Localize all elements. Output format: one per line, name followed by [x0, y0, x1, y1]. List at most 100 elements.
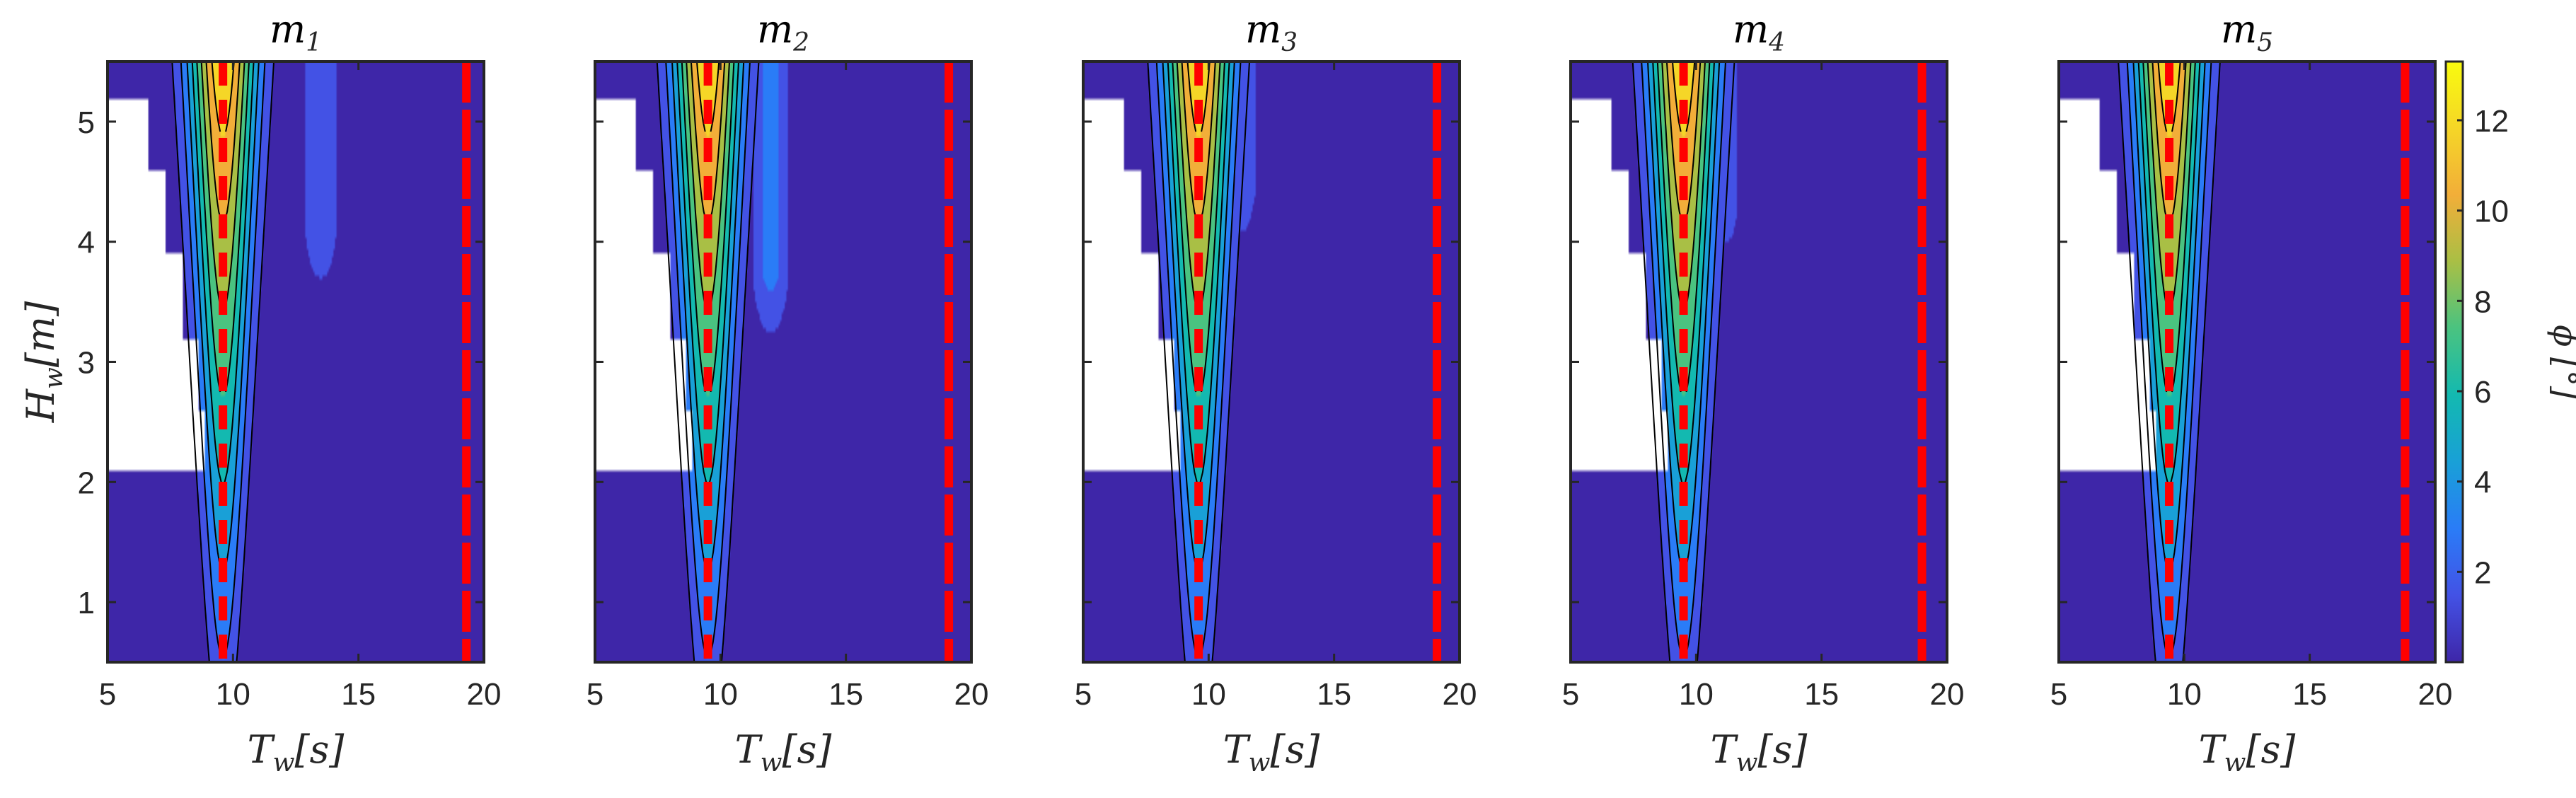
x-tick-label: 15 — [1317, 677, 1351, 712]
contour-lines — [171, 62, 275, 662]
contour-fill — [2059, 62, 2435, 662]
panel-1: 5 10 15 20 1 2 3 4 5 m1 Tw[s] Hw[m] — [18, 7, 501, 777]
x-tick-label: 20 — [954, 677, 989, 712]
x-axis-label: Tw[s] — [1223, 727, 1321, 777]
contour-fill — [1083, 62, 1460, 662]
x-axis-label: Tw[s] — [2199, 727, 2297, 777]
panel-title-subscript: 4 — [1768, 28, 1785, 57]
contour-line-5 — [1656, 62, 1711, 393]
y-axis-label-unit: [m] — [18, 301, 63, 367]
x-axis-label: Tw[s] — [1711, 727, 1808, 777]
x-axis-label-unit: [s] — [295, 727, 345, 772]
x-tick-label: 15 — [828, 677, 863, 712]
y-tick-label: 3 — [78, 346, 95, 381]
x-tick-label: 10 — [703, 677, 738, 712]
contour-line-8 — [1186, 62, 1211, 132]
contour-line-4 — [191, 62, 255, 482]
x-tick-label: 10 — [1191, 677, 1226, 712]
contour-line-8 — [695, 62, 720, 132]
contour-line-5 — [681, 62, 735, 393]
colorbar-tick-label: 4 — [2474, 466, 2491, 500]
x-axis-label-subscript: w — [1249, 748, 1271, 777]
contour-line-8 — [1671, 62, 1696, 132]
contour-lines — [2118, 62, 2221, 662]
y-tick-label: 4 — [78, 226, 95, 260]
contour-line-7 — [2152, 62, 2187, 222]
contour-fill — [595, 62, 971, 662]
panel-title-subscript: 5 — [2257, 28, 2273, 57]
x-axis-label-subscript: w — [2224, 748, 2246, 777]
x-axis-label-subscript: w — [273, 748, 295, 777]
panel-title-subscript: 1 — [306, 28, 322, 57]
x-axis-label-unit: [s] — [1758, 727, 1808, 772]
x-tick-label: 5 — [1562, 677, 1579, 712]
contour-line-1 — [1631, 62, 1735, 662]
contour-line-7 — [205, 62, 241, 222]
panel-title: m4 — [1733, 7, 1785, 57]
contour-line-4 — [2137, 62, 2201, 482]
x-tick-label: 5 — [99, 677, 116, 712]
contour-fill — [108, 62, 484, 662]
x-tick-label: 5 — [587, 677, 603, 712]
contour-line-2 — [2126, 62, 2212, 653]
contour-line-7 — [1665, 62, 1702, 222]
x-tick-label: 10 — [1679, 677, 1714, 712]
contour-lines — [1631, 62, 1735, 662]
colorbar-tick-label: 12 — [2474, 104, 2509, 139]
colorbar-tick-label: 6 — [2474, 375, 2491, 410]
x-tick-label: 15 — [2292, 677, 2327, 712]
colorbar-frame — [2444, 60, 2464, 664]
contour-line-3 — [671, 62, 745, 562]
contour-line-6 — [2147, 62, 2192, 302]
panel-4: 5 10 15 20 m4 Tw[s] — [1562, 7, 1965, 777]
contour-line-1 — [1147, 62, 1251, 662]
contour-line-2 — [1641, 62, 1727, 653]
contour-line-1 — [171, 62, 275, 662]
contour-line-4 — [676, 62, 740, 482]
contour-line-3 — [1162, 62, 1235, 562]
contour-line-8 — [2157, 62, 2181, 132]
contour-line-3 — [186, 62, 260, 562]
contour-fill — [1571, 62, 1947, 662]
colorbar: 2 4 6 8 10 12 ϕ [°] — [2444, 60, 2576, 664]
panel-5: 5 10 15 20 m5 Tw[s] — [2050, 7, 2453, 777]
panel-title-subscript: 3 — [1281, 28, 1298, 57]
colorbar-tick-label: 2 — [2474, 555, 2491, 590]
contour-line-5 — [1172, 62, 1226, 393]
contour-line-1 — [656, 62, 760, 662]
contour-line-1 — [2118, 62, 2221, 662]
x-axis-label-unit: [s] — [782, 727, 833, 772]
colorbar-label: ϕ [°] — [2546, 325, 2576, 399]
y-tick-label: 1 — [78, 586, 95, 620]
x-tick-label: 20 — [1930, 677, 1965, 712]
contour-line-2 — [1155, 62, 1242, 653]
x-tick-label: 10 — [216, 677, 250, 712]
contour-line-7 — [690, 62, 726, 222]
contour-line-3 — [1646, 62, 1721, 562]
panel-3: 5 10 15 20 m3 Tw[s] — [1075, 7, 1477, 777]
contour-line-8 — [211, 62, 235, 132]
contour-line-4 — [1652, 62, 1716, 482]
y-axis-label: Hw[m] — [18, 301, 69, 423]
panel-title: m1 — [270, 7, 322, 57]
x-axis-label: Tw[s] — [248, 727, 345, 777]
x-tick-label: 5 — [2050, 677, 2067, 712]
x-tick-label: 5 — [1075, 677, 1092, 712]
y-tick-label: 5 — [78, 105, 95, 140]
panel-title: m3 — [1245, 7, 1298, 57]
colorbar-gradient — [2446, 62, 2463, 662]
x-axis-label-subscript: w — [761, 748, 782, 777]
x-axis-label-unit: [s] — [1271, 727, 1321, 772]
contour-line-4 — [1167, 62, 1230, 482]
contour-line-7 — [1181, 62, 1216, 222]
contour-line-6 — [1661, 62, 1706, 302]
x-tick-label: 15 — [341, 677, 376, 712]
contour-line-5 — [2142, 62, 2196, 393]
panel-title: m2 — [757, 7, 809, 57]
x-axis-label-unit: [s] — [2246, 727, 2297, 772]
x-axis-label: Tw[s] — [735, 727, 833, 777]
panel-2: 5 10 15 20 m2 Tw[s] — [587, 7, 989, 777]
panel-title-subscript: 2 — [792, 28, 809, 57]
contour-lines — [1147, 62, 1251, 662]
